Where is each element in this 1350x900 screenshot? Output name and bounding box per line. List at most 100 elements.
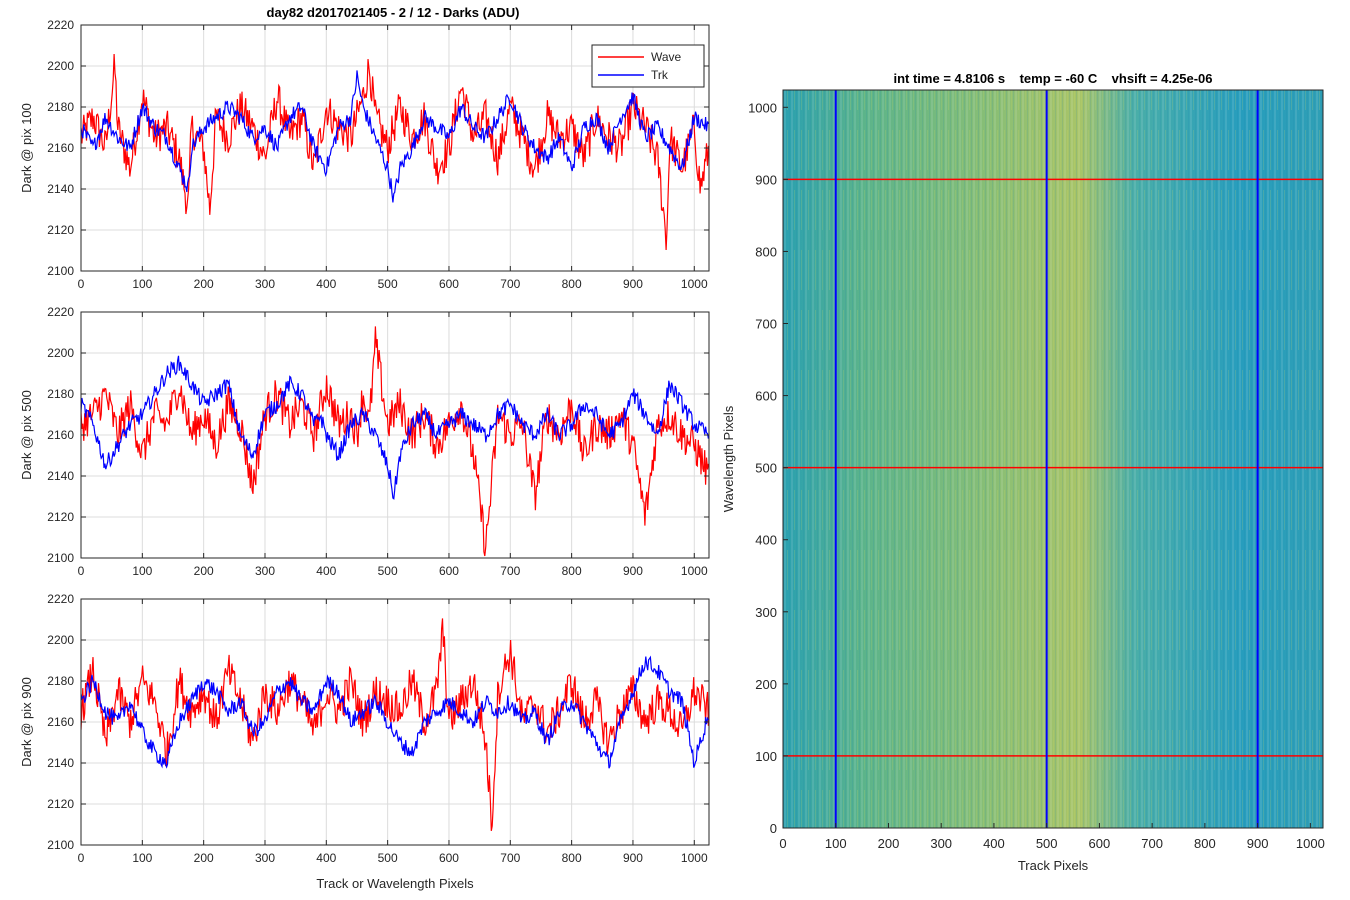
- y-tick-label: 2160: [47, 428, 74, 442]
- heatmap-x-tick-label: 300: [930, 836, 952, 851]
- y-tick-label: 2120: [47, 797, 74, 811]
- heatmap-y-tick-label: 0: [770, 821, 777, 836]
- series-line-wave: [81, 53, 709, 251]
- y-tick-label: 2160: [47, 141, 74, 155]
- y-tick-label: 2120: [47, 223, 74, 237]
- series-lines: [81, 618, 709, 832]
- heatmap-x-tick-label: 900: [1247, 836, 1269, 851]
- heatmap-y-tick-label: 500: [755, 461, 777, 476]
- y-axis-label: Dark @ pix 500: [19, 390, 34, 480]
- x-tick-label: 200: [194, 277, 214, 291]
- heatmap-x-tick-label: 0: [779, 836, 786, 851]
- series-line-wave: [81, 326, 709, 557]
- x-tick-label: 300: [255, 277, 275, 291]
- y-axis-label: Dark @ pix 900: [19, 677, 34, 767]
- grid: [80, 598, 709, 846]
- series-line-trk: [81, 355, 709, 500]
- y-tick-label: 2220: [47, 592, 74, 606]
- legend-entry-wave: Wave: [651, 50, 682, 64]
- x-tick-label: 300: [255, 564, 275, 578]
- heatmap-x-tick-label: 100: [825, 836, 847, 851]
- x-tick-label: 1000: [681, 564, 708, 578]
- ticks: 0 100 200 300 400 500 600 700 800 900 1000 2100 2120…: [47, 305, 709, 578]
- x-tick-label: 300: [255, 851, 275, 865]
- heatmap-y-tick-label: 1000: [748, 100, 777, 115]
- heatmap-texture: [783, 90, 1323, 828]
- heatmap-y-tick-label: 800: [755, 244, 777, 259]
- x-tick-label: 200: [194, 851, 214, 865]
- x-tick-label: 800: [562, 277, 582, 291]
- line-chart-pix-100: 0 100 200 300 400 500 600 700 800 900 1000 2100 2120…: [19, 18, 710, 291]
- y-tick-label: 2140: [47, 182, 74, 196]
- y-tick-label: 2120: [47, 510, 74, 524]
- heatmap-y-tick-label: 300: [755, 605, 777, 620]
- x-tick-label: 100: [132, 851, 152, 865]
- y-tick-label: 2100: [47, 551, 74, 565]
- x-tick-label: 700: [500, 564, 520, 578]
- series-line-wave: [81, 618, 709, 832]
- x-tick-label: 700: [500, 277, 520, 291]
- heatmap-y-tick-label: 200: [755, 677, 777, 692]
- y-tick-label: 2160: [47, 715, 74, 729]
- heatmap-title: int time = 4.8106 s temp = -60 C vhsift …: [893, 71, 1212, 86]
- x-tick-label: 100: [132, 277, 152, 291]
- heatmap-x-tick-label: 800: [1194, 836, 1216, 851]
- heatmap-x-tick-label: 700: [1141, 836, 1163, 851]
- x-tick-label: 400: [316, 277, 336, 291]
- x-tick-label: 0: [78, 564, 85, 578]
- heatmap-x-tick-label: 1000: [1296, 836, 1325, 851]
- x-tick-label: 600: [439, 564, 459, 578]
- x-tick-label: 700: [500, 851, 520, 865]
- series-line-trk: [81, 655, 709, 769]
- heatmap-y-tick-label: 700: [755, 317, 777, 332]
- x-tick-label: 1000: [681, 851, 708, 865]
- y-tick-label: 2140: [47, 756, 74, 770]
- x-tick-label: 600: [439, 277, 459, 291]
- line-chart-pix-900: 0 100 200 300 400 500 600 700 800 900 1000 2100 2120…: [19, 592, 710, 891]
- heatmap-y-tick-label: 600: [755, 389, 777, 404]
- x-tick-label: 500: [378, 564, 398, 578]
- y-tick-label: 2200: [47, 346, 74, 360]
- heatmap-ticks: 0 100 200 300 400 500 600 700 800 900 1000 0 100 200 3…: [748, 100, 1325, 851]
- x-tick-label: 600: [439, 851, 459, 865]
- heatmap-y-tick-label: 400: [755, 533, 777, 548]
- x-tick-label: 500: [378, 851, 398, 865]
- heatmap-x-tick-label: 500: [1036, 836, 1058, 851]
- x-tick-label: 900: [623, 851, 643, 865]
- y-tick-label: 2140: [47, 469, 74, 483]
- y-tick-label: 2100: [47, 264, 74, 278]
- y-tick-label: 2180: [47, 387, 74, 401]
- y-tick-label: 2180: [47, 674, 74, 688]
- x-tick-label: 400: [316, 851, 336, 865]
- ticks: 0 100 200 300 400 500 600 700 800 900 1000 2100 2120…: [47, 18, 709, 291]
- heatmap-x-tick-label: 200: [878, 836, 900, 851]
- x-tick-label: 200: [194, 564, 214, 578]
- heatmap-y-axis-label: Wavelength Pixels: [721, 405, 736, 512]
- series-lines: [81, 326, 709, 557]
- ticks: 0 100 200 300 400 500 600 700 800 900 1000 2100 2120…: [47, 592, 709, 865]
- heatmap-axes-box: [782, 89, 1324, 829]
- y-tick-label: 2200: [47, 59, 74, 73]
- x-tick-label: 100: [132, 564, 152, 578]
- x-tick-label: 900: [623, 277, 643, 291]
- y-tick-label: 2220: [47, 305, 74, 319]
- heatmap-x-tick-label: 400: [983, 836, 1005, 851]
- y-axis-label: Dark @ pix 100: [19, 103, 34, 193]
- series-lines: [81, 53, 709, 251]
- figure-title: day82 d2017021405 - 2 / 12 - Darks (ADU): [267, 5, 520, 20]
- x-tick-label: 800: [562, 564, 582, 578]
- x-tick-label: 0: [78, 851, 85, 865]
- x-tick-label: 500: [378, 277, 398, 291]
- legend: Wave Trk: [591, 44, 705, 88]
- x-tick-label: 900: [623, 564, 643, 578]
- y-tick-label: 2220: [47, 18, 74, 32]
- heatmap-x-axis-label: Track Pixels: [1018, 858, 1089, 873]
- x-axis-label: Track or Wavelength Pixels: [316, 876, 474, 891]
- legend-entry-trk: Trk: [651, 68, 669, 82]
- y-tick-label: 2180: [47, 100, 74, 114]
- x-tick-label: 800: [562, 851, 582, 865]
- heatmap-x-tick-label: 600: [1089, 836, 1111, 851]
- y-tick-label: 2200: [47, 633, 74, 647]
- x-tick-label: 400: [316, 564, 336, 578]
